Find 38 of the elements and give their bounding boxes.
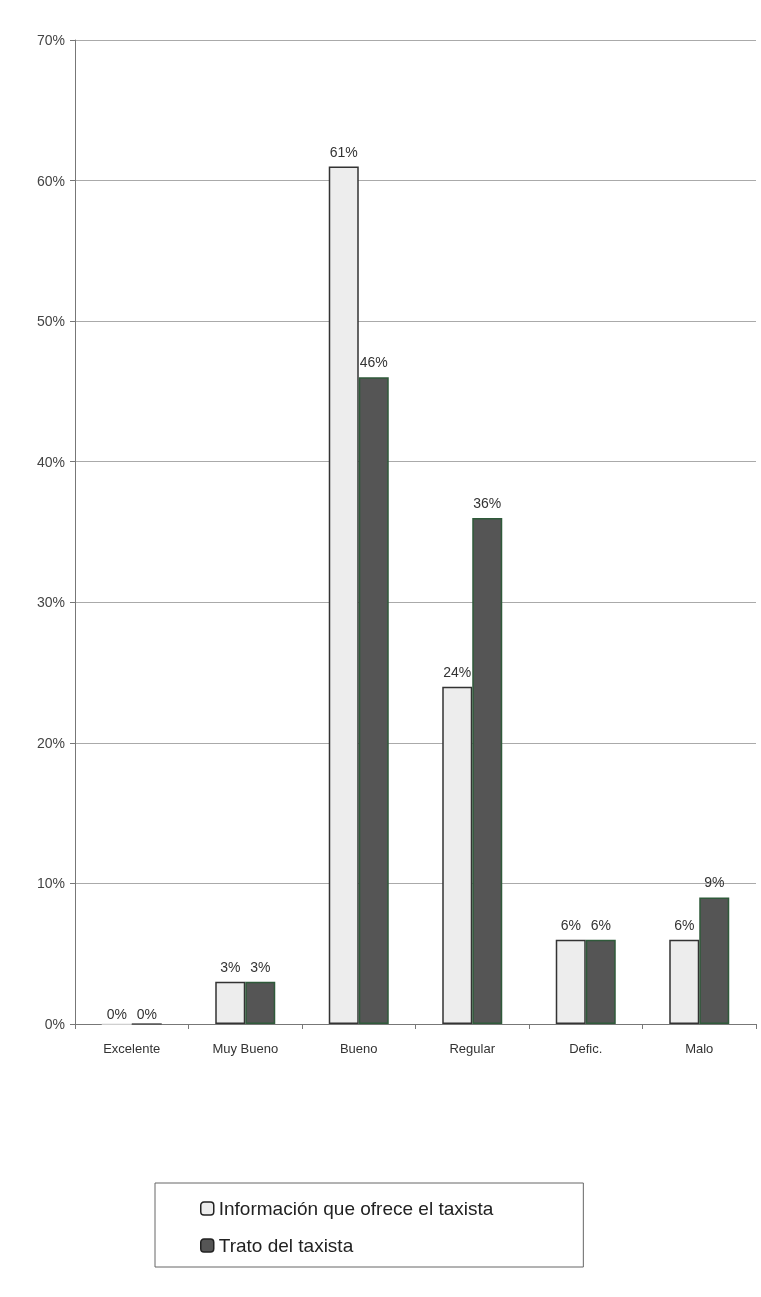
y-tick-label: 20% <box>36 734 65 751</box>
bar <box>555 939 586 1024</box>
data-label: 6% <box>590 916 611 933</box>
x-tick-label: Bueno <box>339 1041 378 1056</box>
y-tick-label: 0% <box>44 1016 65 1032</box>
y-tick-label: 70% <box>36 32 65 48</box>
y-tick-label: 50% <box>36 313 65 330</box>
legend-label: Información que ofrece el taxista <box>218 1198 494 1219</box>
data-label: 6% <box>674 916 695 933</box>
x-tick-label: Defic. <box>569 1041 603 1056</box>
bar <box>358 377 389 1024</box>
bar <box>245 981 276 1024</box>
bar <box>699 897 730 1024</box>
y-tick-label: 30% <box>36 594 65 611</box>
x-tick-label: Regular <box>449 1041 496 1056</box>
y-tick-label: 40% <box>36 453 65 470</box>
x-tick-label: Excelente <box>103 1041 161 1056</box>
legend-label: Trato del taxista <box>218 1235 354 1256</box>
data-label: 0% <box>136 1006 157 1023</box>
data-label: 0% <box>106 1006 127 1023</box>
data-label: 61% <box>329 143 358 160</box>
data-label: 46% <box>359 354 388 371</box>
data-label: 36% <box>473 494 502 511</box>
bar <box>669 939 700 1024</box>
data-label: 3% <box>220 958 241 975</box>
data-label: 6% <box>560 916 581 933</box>
data-label: 3% <box>250 958 271 975</box>
bar <box>442 686 473 1024</box>
x-tick-label: Muy Bueno <box>212 1041 279 1056</box>
bar <box>328 166 359 1024</box>
x-tick-label: Malo <box>685 1041 714 1056</box>
data-label: 9% <box>704 874 725 891</box>
y-tick-label: 10% <box>36 875 65 892</box>
bar <box>585 939 616 1024</box>
y-tick-label: 60% <box>36 172 65 189</box>
bar <box>215 981 246 1024</box>
data-label: 24% <box>443 663 472 680</box>
bar <box>472 517 503 1024</box>
